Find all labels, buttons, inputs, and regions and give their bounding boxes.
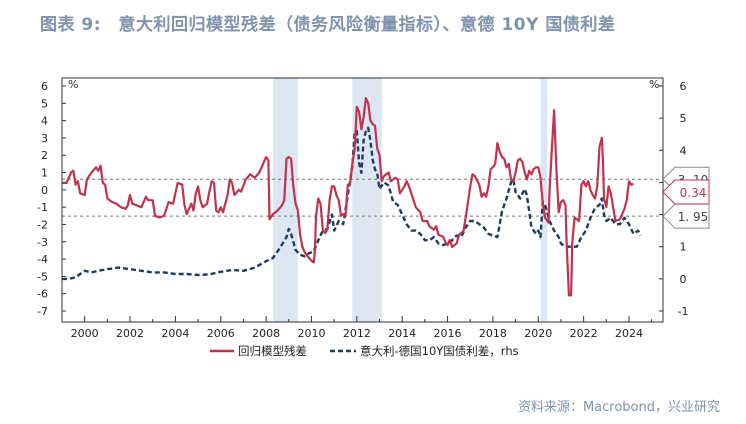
legend: 回归模型残差 意大利-德国10Y国债利差，rhs: [210, 344, 519, 358]
x-tick-label: 2024: [615, 327, 643, 340]
x-tick-label: 2014: [388, 327, 416, 340]
series-lines: [62, 97, 642, 297]
plot-border: [61, 77, 664, 323]
x-tick-label: 2020: [524, 327, 552, 340]
callout-last-value: 0.34: [662, 179, 710, 205]
x-tick-label: 2012: [343, 327, 371, 340]
callouts: 3. 101. 950.34: [662, 166, 710, 229]
callout-box: [662, 203, 710, 229]
x-axis: 2000 2002 2004 2006 2008 2010 2012 2014 2016 2018…: [61, 316, 653, 340]
source-note: 资料来源：Macrobond，兴业研究: [517, 400, 720, 415]
callout-reference: 1. 95: [662, 203, 710, 229]
left-tick-label: 0: [41, 184, 48, 197]
left-tick-label: -1: [37, 201, 48, 214]
callout-label: 1. 95: [678, 210, 709, 224]
figure-title: 图表 9: 意大利回归模型残差（债务风险衡量指标）、意德 10Y 国债利差: [40, 15, 616, 35]
left-tick-label: -5: [37, 270, 48, 283]
left-tick-label: -3: [37, 236, 48, 249]
legend-label-residual: 回归模型残差: [238, 344, 307, 358]
right-tick-label: 6: [680, 80, 687, 93]
right-tick-label: -1: [678, 305, 689, 318]
left-tick-label: 3: [41, 132, 48, 145]
left-tick-label: -2: [37, 218, 48, 231]
left-tick-label: 1: [41, 167, 48, 180]
x-tick-label: 2016: [434, 327, 462, 340]
left-tick-label: 4: [41, 115, 48, 128]
x-tick-label: 2022: [570, 327, 598, 340]
plot-frame: [61, 77, 664, 323]
left-tick-label: 2: [41, 149, 48, 162]
right-tick-label: 1: [680, 241, 687, 254]
left-tick-label: -7: [37, 305, 48, 318]
spread-series-line: [62, 126, 642, 281]
x-tick-label: 2006: [207, 327, 235, 340]
legend-label-spread: 意大利-德国10Y国债利差，rhs: [360, 344, 519, 358]
callout-label: 0.34: [680, 186, 707, 200]
left-tick-label: 6: [41, 80, 48, 93]
left-axis-unit: %: [68, 78, 78, 91]
left-tick-label: 5: [41, 97, 48, 110]
residual-series-line: [62, 97, 634, 297]
x-tick-label: 2004: [161, 327, 189, 340]
right-tick-label: 0: [680, 273, 687, 286]
x-tick-label: 2010: [297, 327, 325, 340]
shaded-period: [540, 78, 548, 322]
left-tick-label: -4: [37, 253, 48, 266]
right-tick-label: 5: [680, 112, 687, 125]
x-tick-label: 2002: [116, 327, 144, 340]
callout-box: [662, 179, 710, 205]
left-tick-label: -6: [37, 288, 48, 301]
left-axis: % 6 5 4 3 2 1 0 -1 -2 -3 -4 -5 -6 -7: [37, 78, 78, 318]
right-tick-label: 4: [680, 144, 687, 157]
reference-lines: [62, 178, 663, 217]
right-axis-unit: %: [649, 78, 659, 91]
x-tick-label: 2008: [252, 327, 280, 340]
x-tick-label: 2018: [479, 327, 507, 340]
x-tick-label: 2000: [71, 327, 99, 340]
